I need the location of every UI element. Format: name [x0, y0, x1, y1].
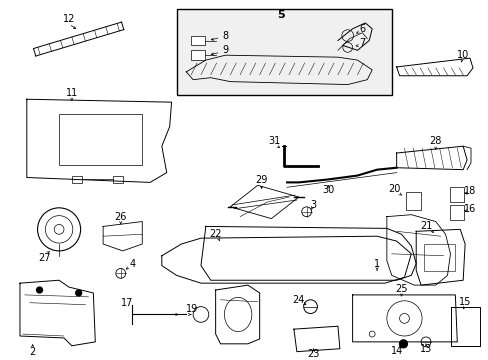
- Text: 30: 30: [322, 185, 334, 195]
- Text: 16: 16: [463, 204, 475, 214]
- Text: 18: 18: [463, 186, 475, 196]
- Bar: [406, 192, 420, 210]
- Text: 26: 26: [114, 212, 127, 222]
- Text: 1: 1: [373, 258, 379, 269]
- Text: 8: 8: [222, 31, 228, 41]
- Text: 31: 31: [267, 136, 280, 146]
- Circle shape: [37, 287, 42, 293]
- Bar: [449, 205, 463, 220]
- Bar: [59, 114, 142, 165]
- Text: 7: 7: [359, 39, 365, 49]
- Bar: [191, 50, 204, 60]
- Text: 14: 14: [390, 346, 402, 356]
- Text: 17: 17: [121, 298, 134, 308]
- Text: 29: 29: [255, 175, 267, 185]
- Text: 13: 13: [419, 344, 431, 354]
- Text: 6: 6: [359, 24, 365, 34]
- Text: 20: 20: [387, 184, 400, 194]
- Text: 12: 12: [62, 14, 75, 24]
- Text: 10: 10: [456, 50, 468, 60]
- Text: 2: 2: [29, 347, 36, 357]
- Text: 9: 9: [222, 45, 228, 55]
- Text: 27: 27: [38, 253, 51, 263]
- Bar: [176, 9, 391, 95]
- Bar: [449, 187, 463, 202]
- Text: 5: 5: [277, 10, 285, 20]
- Text: 15: 15: [458, 297, 470, 307]
- Text: 25: 25: [394, 284, 407, 294]
- Text: 11: 11: [65, 88, 78, 98]
- Text: 4: 4: [129, 258, 135, 269]
- Bar: [191, 36, 204, 45]
- Text: 24: 24: [292, 295, 305, 305]
- Text: 3: 3: [310, 200, 316, 210]
- Text: 23: 23: [306, 348, 319, 359]
- Bar: [113, 176, 122, 183]
- Bar: [423, 244, 454, 271]
- Text: 22: 22: [209, 229, 222, 239]
- Circle shape: [399, 340, 407, 348]
- Circle shape: [76, 290, 81, 296]
- Bar: [72, 176, 81, 183]
- Text: 28: 28: [429, 136, 441, 146]
- Text: 19: 19: [186, 303, 198, 314]
- Text: 21: 21: [419, 221, 431, 231]
- Ellipse shape: [224, 297, 251, 332]
